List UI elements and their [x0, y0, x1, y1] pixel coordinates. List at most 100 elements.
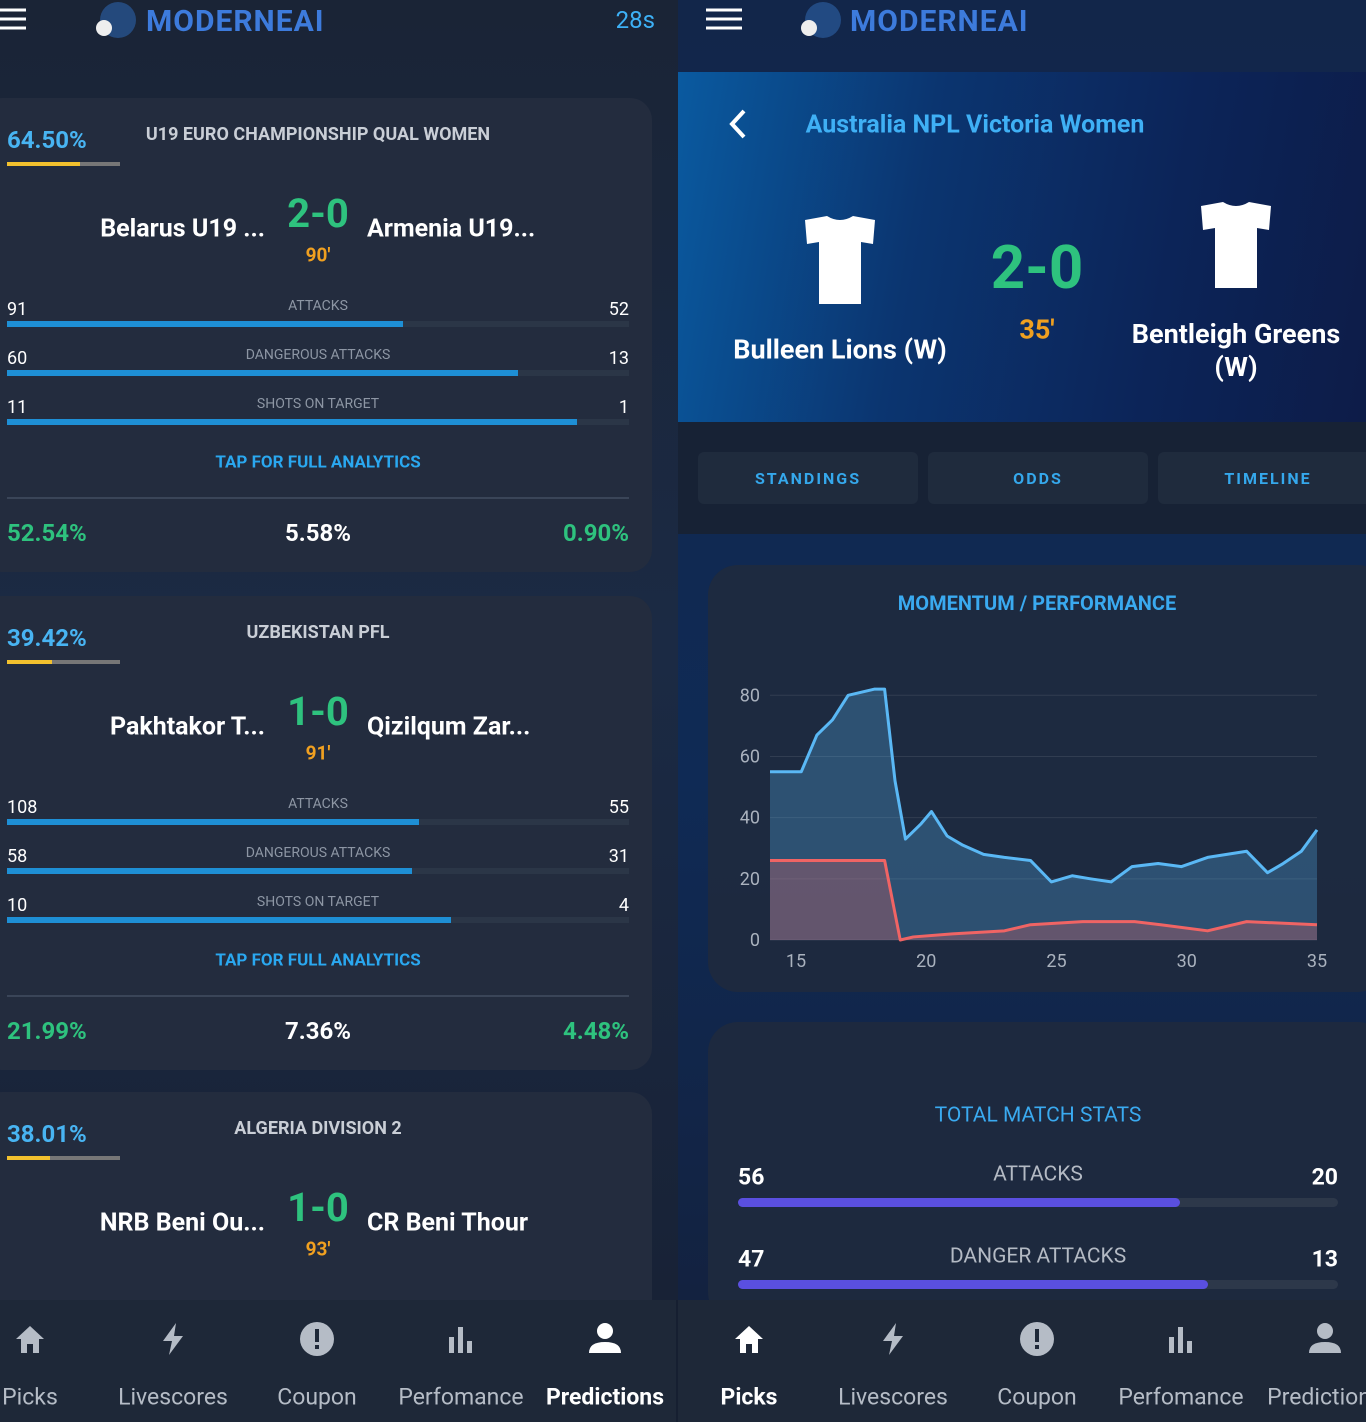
line: [770, 687, 1319, 884]
home-team: Bulleen Lions (W): [733, 333, 947, 366]
tab[interactable]: [698, 452, 918, 504]
stat-home: 11: [7, 397, 28, 418]
timer: 28s: [615, 6, 655, 34]
stat-label: ATTACKS: [288, 796, 348, 812]
home-team: Pakhtakor T...: [110, 712, 265, 742]
away-team: Armenia U19...: [367, 214, 536, 244]
chart-title: MOMENTUM / PERFORMANCE: [897, 591, 1177, 615]
nav-icon[interactable]: [1307, 1321, 1343, 1357]
probability-bar: [7, 162, 80, 166]
nav-icon[interactable]: [1163, 1321, 1199, 1357]
analytics-link[interactable]: TAP FOR FULL ANALYTICS: [215, 452, 421, 473]
nav-label[interactable]: Coupon: [277, 1383, 357, 1411]
match-card[interactable]: [0, 98, 652, 572]
analytics-link[interactable]: TAP FOR FULL ANALYTICS: [215, 950, 421, 971]
probability-bar: [7, 660, 52, 664]
stat-home: 10: [7, 895, 28, 916]
stat-away: 55: [608, 797, 629, 818]
nav-label[interactable]: Coupon: [997, 1383, 1077, 1411]
area-fill: [770, 689, 1317, 940]
separator: [7, 995, 629, 997]
menu-icon[interactable]: [704, 6, 744, 34]
score: 1-0: [287, 1184, 349, 1231]
y-tick-label: 80: [740, 685, 760, 706]
stat-home: 60: [7, 348, 28, 369]
score: 1-0: [287, 688, 349, 735]
home-team: Belarus U19 ...: [100, 214, 265, 244]
probability: 38.01%: [7, 1120, 87, 1148]
stat-home: 58: [7, 846, 28, 867]
stat-label: DANGER ATTACKS: [949, 1244, 1127, 1269]
stat-home: 108: [7, 797, 38, 818]
stat-away: 20: [1311, 1163, 1338, 1191]
tab[interactable]: [1158, 452, 1366, 504]
stat-away: 13: [1311, 1245, 1338, 1273]
league: ALGERIA DIVISION 2: [234, 1118, 402, 1139]
nav-icon[interactable]: [731, 1321, 767, 1357]
tab-label[interactable]: TIMELINE: [1224, 469, 1312, 488]
stat-label: SHOTS ON TARGET: [256, 894, 380, 910]
nav-label[interactable]: Perfomance: [1118, 1383, 1244, 1411]
stat-label: ATTACKS: [288, 298, 348, 314]
away-team: Bentleigh Greens (W): [1131, 318, 1341, 383]
stat-label: DANGEROUS ATTACKS: [245, 845, 391, 861]
logo-icon: [96, 2, 136, 38]
score: 2-0: [287, 190, 349, 237]
probability: 39.42%: [7, 624, 87, 652]
nav-label[interactable]: Predictions: [545, 1383, 665, 1411]
minute: 90': [305, 243, 331, 267]
tab-label[interactable]: ODDS: [1013, 469, 1063, 488]
stats-title: TOTAL MATCH STATS: [934, 1103, 1142, 1128]
x-tick-label: 25: [1046, 951, 1066, 972]
outcome: 4.48%: [562, 1017, 629, 1045]
stat-away: 13: [608, 348, 629, 369]
x-tick-label: 30: [1177, 951, 1197, 972]
nav-bar: [678, 1300, 1366, 1422]
nav-icon[interactable]: [12, 1321, 48, 1357]
momentum-chart: 0 20 40 60 80 15 20 25 30 35: [740, 685, 1327, 972]
minute: 91': [305, 741, 331, 765]
nav-label[interactable]: Picks: [720, 1383, 778, 1411]
nav-label[interactable]: Livescores: [118, 1383, 228, 1411]
probability-track: [7, 660, 120, 664]
league: UZBEKISTAN PFL: [246, 622, 390, 643]
stat-away: 4: [618, 895, 629, 916]
nav-bar: [0, 1300, 676, 1422]
away-team: CR Beni Thour: [367, 1208, 528, 1238]
separator: [7, 497, 629, 499]
tab-label[interactable]: STANDINGS: [754, 469, 862, 488]
score: 2-0: [990, 232, 1084, 303]
stat-bar: [7, 819, 420, 825]
nav-icon[interactable]: [1019, 1321, 1055, 1357]
nav-icon[interactable]: [875, 1321, 911, 1357]
nav-label[interactable]: Picks: [2, 1383, 58, 1411]
home-shirt: [805, 216, 875, 304]
nav-label[interactable]: Perfomance: [398, 1383, 524, 1411]
stat-home: 47: [738, 1245, 765, 1273]
stat-label: DANGEROUS ATTACKS: [245, 347, 391, 363]
stat-away: 1: [618, 397, 629, 418]
outcome: 52.54%: [7, 519, 87, 547]
match-card[interactable]: [0, 596, 652, 1070]
outcome: 0.90%: [562, 519, 629, 547]
stat-away: 52: [608, 299, 629, 320]
back-arrow[interactable]: [726, 108, 750, 140]
stat-bar: [7, 917, 452, 923]
nav-label[interactable]: Livescores: [838, 1383, 948, 1411]
tab[interactable]: [928, 452, 1148, 504]
logo: MODERNEAI: [850, 4, 1029, 39]
home-team: NRB Beni Ou...: [99, 1208, 265, 1238]
nav-icon[interactable]: [443, 1321, 479, 1357]
nav-icon[interactable]: [299, 1321, 335, 1357]
nav-icon[interactable]: [587, 1321, 623, 1357]
probability: 64.50%: [7, 126, 87, 154]
nav-icon[interactable]: [155, 1321, 191, 1357]
away-shirt: [1201, 202, 1271, 288]
menu-icon[interactable]: [0, 6, 30, 34]
x-tick-label: 35: [1307, 951, 1327, 972]
stat-bar: [7, 868, 413, 874]
stat-bar: [7, 419, 578, 425]
nav-label[interactable]: Predictions: [1267, 1383, 1366, 1411]
y-tick-label: 40: [740, 808, 760, 829]
minute: 35': [1019, 313, 1055, 346]
